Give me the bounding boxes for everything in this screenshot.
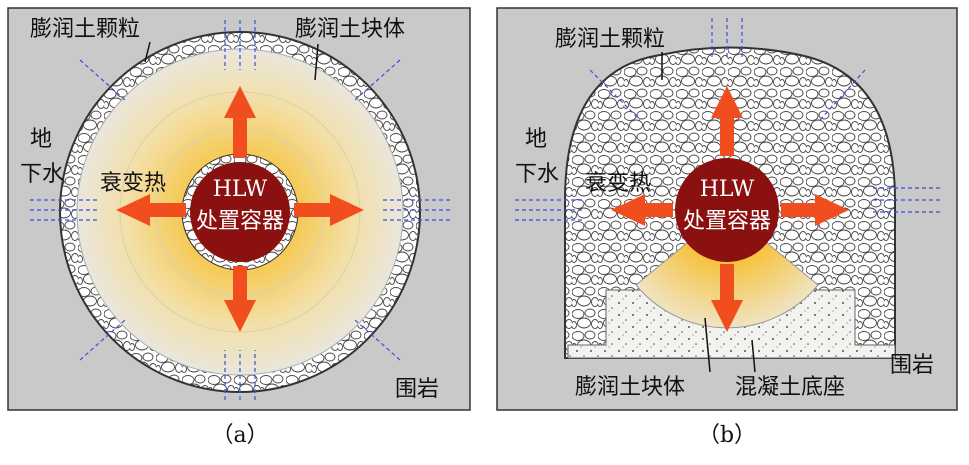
label: HLW bbox=[213, 177, 268, 202]
heat-arrows bbox=[611, 86, 849, 332]
leader bbox=[144, 41, 151, 63]
label: 地 bbox=[30, 127, 52, 152]
caption: （b） bbox=[698, 423, 756, 448]
label: 围岩 bbox=[395, 377, 439, 402]
canister bbox=[675, 158, 779, 262]
label: 下水 bbox=[515, 162, 559, 187]
label: 膨润土块体 bbox=[575, 375, 685, 400]
label: 膨润土颗粒 bbox=[555, 27, 665, 52]
label: 膨润土块体 bbox=[295, 17, 405, 42]
label: 混凝土底座 bbox=[735, 375, 845, 400]
panel-b: 膨润土颗粒 地 下水 衰变热 HLW 处置容器 膨润土块体 混凝土底座 围岩 （… bbox=[496, 7, 958, 448]
leader bbox=[751, 339, 756, 373]
label: HLW bbox=[700, 177, 755, 202]
label: 膨润土颗粒 bbox=[30, 17, 140, 42]
leader bbox=[314, 43, 319, 81]
label: 围岩 bbox=[890, 353, 934, 378]
label: 衰变热 bbox=[585, 171, 651, 196]
label: 地 bbox=[525, 127, 547, 152]
groundwater-arrows bbox=[515, 18, 940, 221]
label: 处置容器 bbox=[683, 209, 771, 234]
label: 处置容器 bbox=[196, 209, 284, 234]
panel-a: 膨润土颗粒 膨润土块体 地 下水 衰变热 HLW 处置容器 围岩 （a） bbox=[7, 7, 471, 448]
label: 下水 bbox=[20, 162, 64, 187]
heat-arrows bbox=[116, 86, 364, 332]
caption: （a） bbox=[211, 423, 268, 448]
groundwater-arrows bbox=[30, 20, 450, 400]
leader bbox=[704, 317, 711, 373]
label: 衰变热 bbox=[100, 171, 166, 196]
canister bbox=[190, 162, 290, 262]
